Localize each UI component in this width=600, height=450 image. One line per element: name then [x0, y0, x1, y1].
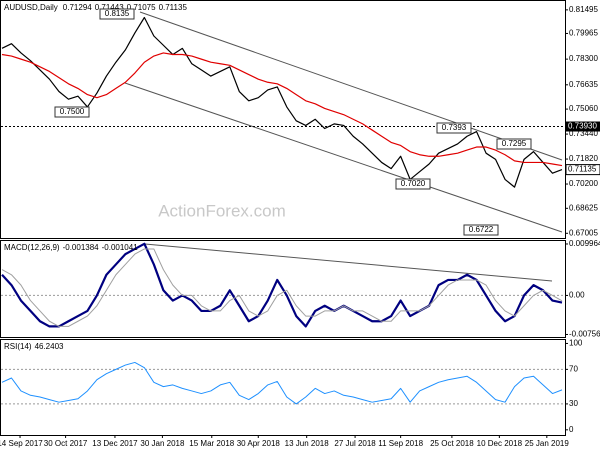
annotation-box — [99, 8, 135, 20]
annotation: 0.7295 — [502, 139, 527, 148]
ohlc-value: 0.71135 — [159, 3, 188, 12]
ohlc-value: 0.71075 — [127, 3, 156, 12]
y-tick-label: 0.70200 — [569, 179, 598, 188]
x-tick-label: 30 Jan 2018 — [140, 439, 185, 448]
indicator: MACD(12,26,9) — [4, 243, 60, 252]
x-tick-label: 13 Dec 2017 — [92, 439, 138, 448]
channel-upper — [139, 11, 563, 161]
annotation: 0.7020 — [401, 179, 426, 188]
y-tick-label: -0.00756 — [569, 330, 600, 339]
series-line — [1, 361, 563, 405]
level-label: 0.73930 — [568, 122, 597, 131]
x-tick-label: 27 Jul 2018 — [334, 439, 376, 448]
x-tick-label: 13 Jun 2018 — [285, 439, 330, 448]
y-tick-label: 0.71820 — [569, 154, 598, 163]
ohlc-value: 0.71294 — [63, 3, 92, 12]
last-price-box — [565, 164, 600, 176]
y-tick-label: 0.78300 — [569, 54, 598, 63]
y-tick-label: 0 — [569, 425, 574, 434]
indicator: RSI(14) — [4, 342, 32, 351]
rsi-panel — [0, 339, 566, 436]
indicator-value: -0.001384 — [63, 243, 100, 252]
level-label-box — [566, 121, 600, 132]
y-tick-label: 0.75060 — [569, 104, 598, 113]
y-tick-label: 70 — [569, 364, 578, 373]
annotation-box — [436, 122, 472, 134]
indicator-value: -0.001041 — [102, 243, 139, 252]
series-line — [1, 52, 563, 167]
y-tick-label: 0.79965 — [569, 29, 598, 38]
annotation-box — [395, 178, 431, 190]
channel-lower — [124, 82, 563, 233]
panel-title: MACD(12,26,9) -0.001384 -0.001041 — [4, 243, 138, 252]
annotation-box — [496, 138, 532, 150]
x-tick-label: 25 Oct 2018 — [430, 439, 474, 448]
series-line — [1, 16, 563, 188]
symbol: AUDUSD,Daily — [4, 3, 58, 12]
y-tick-label: 0.00 — [569, 291, 585, 300]
x-tick-label: 25 Jan 2019 — [525, 439, 570, 448]
annotation: 0.7500 — [60, 107, 85, 116]
y-tick-label: 100 — [569, 339, 583, 348]
price-panel — [0, 0, 566, 239]
macd-panel — [0, 240, 566, 338]
y-tick-label: 0.009964 — [569, 239, 600, 248]
x-tick-label: 30 Apr 2018 — [237, 439, 281, 448]
watermark: ActionForex.com — [158, 201, 286, 220]
annotation: 0.7393 — [442, 123, 467, 132]
annotation-box — [463, 224, 499, 236]
series-line — [1, 242, 563, 328]
indicator-value: 46.2403 — [35, 342, 64, 351]
x-tick-label: 14 Sep 2017 — [0, 439, 43, 448]
panel-title: RSI(14) 46.2403 — [4, 342, 64, 351]
x-tick-label: 15 Mar 2018 — [189, 439, 234, 448]
annotation: 0.6722 — [469, 225, 494, 234]
annotation: 0.8135 — [105, 9, 130, 18]
y-tick-label: 0.73440 — [569, 129, 598, 138]
y-tick-label: 30 — [569, 399, 578, 408]
macd-trendline — [144, 243, 553, 282]
x-tick-label: 30 Oct 2017 — [44, 439, 88, 448]
annotation-box — [54, 106, 90, 118]
ohlc-value: 0.71443 — [95, 3, 124, 12]
last-price-label: 0.71135 — [568, 165, 597, 174]
y-tick-label: 0.81495 — [569, 5, 598, 14]
series-line — [1, 248, 563, 327]
x-tick-label: 10 Dec 2018 — [477, 439, 523, 448]
y-tick-label: 0.68625 — [569, 203, 598, 212]
chart-title: AUDUSD,Daily 0.71294 0.71443 0.71075 0.71135 — [4, 3, 187, 12]
x-tick-label: 11 Sep 2018 — [378, 439, 423, 448]
y-tick-label: 0.67005 — [569, 228, 598, 237]
y-tick-label: 0.76635 — [569, 80, 598, 89]
